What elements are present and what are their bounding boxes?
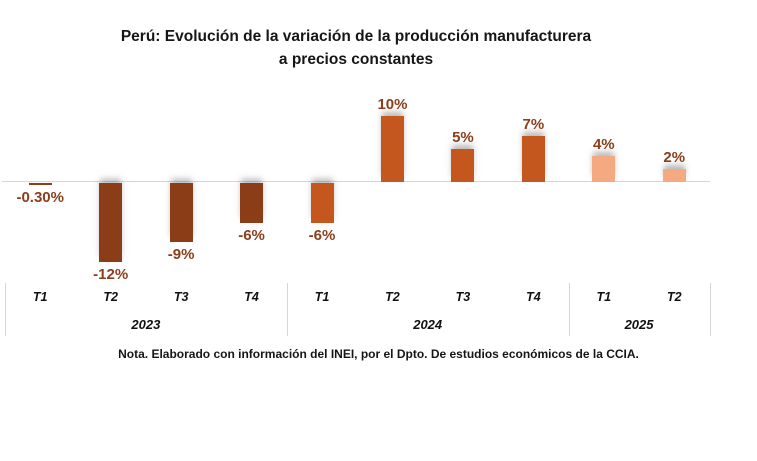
value-label: -12%: [93, 266, 129, 284]
quarter-label: T2: [103, 290, 118, 304]
bar-2024-T1: [310, 183, 334, 223]
quarter-label: T3: [455, 290, 471, 304]
quarter-label: T1: [314, 290, 330, 304]
bar-2025-T2: [662, 168, 686, 182]
chart-title-line1: Perú: Evolución de la variación de la pr…: [120, 28, 592, 45]
quarter-label: T2: [666, 290, 682, 304]
chart-title: Perú: Evolución de la variación de la pr…: [0, 25, 712, 71]
value-label: 7%: [522, 115, 545, 133]
value-label: -6%: [308, 226, 336, 244]
value-label: -0.30%: [16, 189, 64, 206]
quarter-label: T2: [385, 290, 400, 304]
value-label: 4%: [592, 135, 615, 153]
quarter-label: T3: [173, 290, 189, 304]
source-note: Nota. Elaborado con información del INEI…: [118, 347, 639, 361]
bar-2023-T2: [99, 183, 123, 263]
year-label: 2023: [131, 317, 161, 332]
bar-2024-T2: [380, 116, 404, 182]
axis-separator: [568, 283, 570, 336]
quarter-label: T4: [526, 290, 541, 304]
bar-2024-T4: [521, 135, 545, 182]
quarter-label: T1: [32, 290, 48, 304]
value-label: -9%: [167, 246, 195, 264]
zero-baseline: [2, 181, 710, 182]
value-label: -6%: [238, 226, 265, 244]
axis-separator: [709, 283, 711, 336]
bar-2023-T3: [169, 183, 193, 243]
bar-2023-T1: [28, 183, 52, 185]
axis-separator: [5, 283, 6, 336]
axis-separator: [286, 283, 288, 336]
bar-2025-T1: [592, 155, 616, 182]
value-label: 5%: [452, 129, 474, 146]
year-label: 2025: [624, 317, 654, 332]
bar-2024-T3: [451, 149, 475, 182]
chart-title-line2: a precios constantes: [278, 51, 434, 68]
value-label: 2%: [663, 148, 686, 166]
quarter-label: T4: [244, 290, 259, 304]
quarter-label: T1: [596, 290, 612, 304]
year-label: 2024: [413, 317, 443, 332]
value-label: 10%: [377, 96, 408, 113]
bar-2023-T4: [240, 183, 264, 223]
